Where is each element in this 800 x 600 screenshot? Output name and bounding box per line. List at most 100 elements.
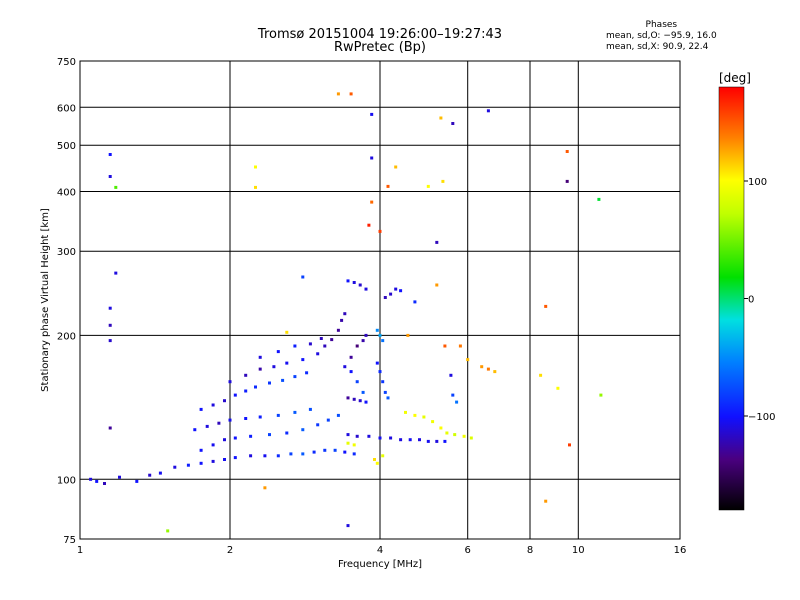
data-point-x: [370, 200, 374, 204]
data-point-o: [272, 365, 276, 369]
y-tick-label: 100: [57, 475, 76, 486]
data-point-o: [263, 454, 267, 458]
data-point-o: [346, 433, 350, 437]
data-point-o: [336, 328, 340, 332]
data-point-x: [435, 283, 439, 287]
x-tick-label: 10: [572, 545, 585, 556]
data-point-o: [394, 287, 398, 291]
colorbar-tick-label: −100: [748, 412, 775, 423]
data-point-o: [413, 300, 417, 304]
data-point-x: [597, 197, 601, 201]
data-point-o: [308, 342, 312, 346]
data-point-x: [480, 365, 484, 369]
data-point-o: [451, 393, 455, 397]
data-point-o: [378, 333, 382, 337]
data-point-o: [148, 473, 152, 477]
data-point-o: [316, 352, 320, 356]
data-point-o: [418, 438, 421, 442]
data-point-x: [544, 499, 548, 503]
data-point-o: [301, 452, 305, 456]
data-point-o: [211, 443, 215, 447]
data-point-o: [158, 471, 162, 475]
data-point-x: [394, 165, 398, 169]
data-point-x: [254, 185, 257, 189]
data-point-o: [228, 380, 232, 384]
data-point-x: [378, 229, 382, 233]
data-point-o: [364, 400, 368, 404]
data-point-o: [211, 459, 215, 463]
data-point-o: [223, 438, 226, 442]
data-point-o: [330, 338, 334, 342]
data-point-o: [370, 112, 374, 116]
data-point-o: [258, 367, 262, 371]
data-point-o: [258, 415, 262, 419]
data-point-o: [308, 407, 312, 411]
data-point-o: [358, 283, 362, 287]
data-point-x: [254, 165, 257, 169]
data-point-o: [244, 373, 248, 377]
data-point-o: [346, 396, 350, 400]
data-point-o: [381, 380, 385, 384]
data-point-o: [333, 448, 337, 452]
data-point-o: [108, 323, 112, 327]
data-point-o: [305, 371, 309, 375]
data-point-o: [364, 287, 368, 291]
data-point-o: [349, 370, 353, 374]
data-point-o: [233, 393, 237, 397]
data-point-x: [413, 413, 417, 417]
data-point-o: [399, 289, 403, 293]
data-point-o: [301, 358, 305, 362]
data-point-o: [108, 306, 112, 310]
data-point-o: [352, 452, 356, 456]
data-point-x: [565, 150, 569, 153]
grid-lines: [80, 61, 680, 539]
data-point-o: [352, 397, 356, 401]
data-point-o: [205, 424, 209, 428]
data-point-o: [244, 417, 248, 420]
data-point-o: [276, 413, 280, 417]
data-point-x: [263, 486, 267, 490]
data-point-o: [443, 439, 447, 443]
phases-stats-box: Phases mean, sd,O: −95.9, 16.0 mean, sd,…: [606, 20, 717, 53]
data-point-x: [375, 461, 379, 465]
data-point-o: [217, 421, 221, 425]
data-point-x: [544, 304, 548, 308]
data-point-o: [199, 448, 203, 452]
data-point-o: [285, 431, 289, 435]
data-point-x: [367, 223, 371, 227]
chart-title: Tromsø 20151004 19:26:00–19:27:43: [257, 27, 503, 42]
data-point-o: [199, 407, 203, 411]
data-point-o: [186, 463, 190, 467]
data-point-x: [445, 431, 449, 435]
data-point-o: [346, 279, 350, 283]
y-tick-label: 600: [57, 103, 76, 114]
data-point-x: [469, 436, 473, 440]
data-point-o: [399, 438, 403, 442]
data-point-o: [375, 361, 379, 365]
data-point-o: [370, 156, 374, 160]
data-point-o: [355, 434, 359, 438]
data-point-o: [343, 312, 347, 316]
y-tick-label: 400: [57, 188, 76, 199]
data-point-x: [556, 386, 560, 390]
colorbar-tick-label: 0: [748, 295, 754, 306]
y-axis-ticks: 75 100 200 300 400 500 600 750: [57, 57, 76, 546]
data-point-o: [281, 378, 285, 382]
colorbar: [718, 86, 745, 511]
data-point-x: [462, 434, 466, 438]
data-point-o: [326, 418, 330, 422]
data-point-x: [439, 116, 443, 120]
data-point-o: [108, 153, 112, 156]
data-point-o: [355, 344, 359, 348]
data-point-o: [211, 403, 215, 407]
chart-subtitle: RwPretec (Bp): [333, 40, 427, 55]
data-point-o: [378, 436, 382, 440]
x-tick-label: 6: [465, 545, 471, 556]
x-tick-label: 4: [377, 545, 383, 556]
data-point-o: [352, 281, 356, 284]
data-point-x: [539, 373, 543, 377]
data-point-o: [268, 433, 271, 437]
data-point-x: [568, 443, 571, 447]
data-point-o: [378, 370, 382, 374]
